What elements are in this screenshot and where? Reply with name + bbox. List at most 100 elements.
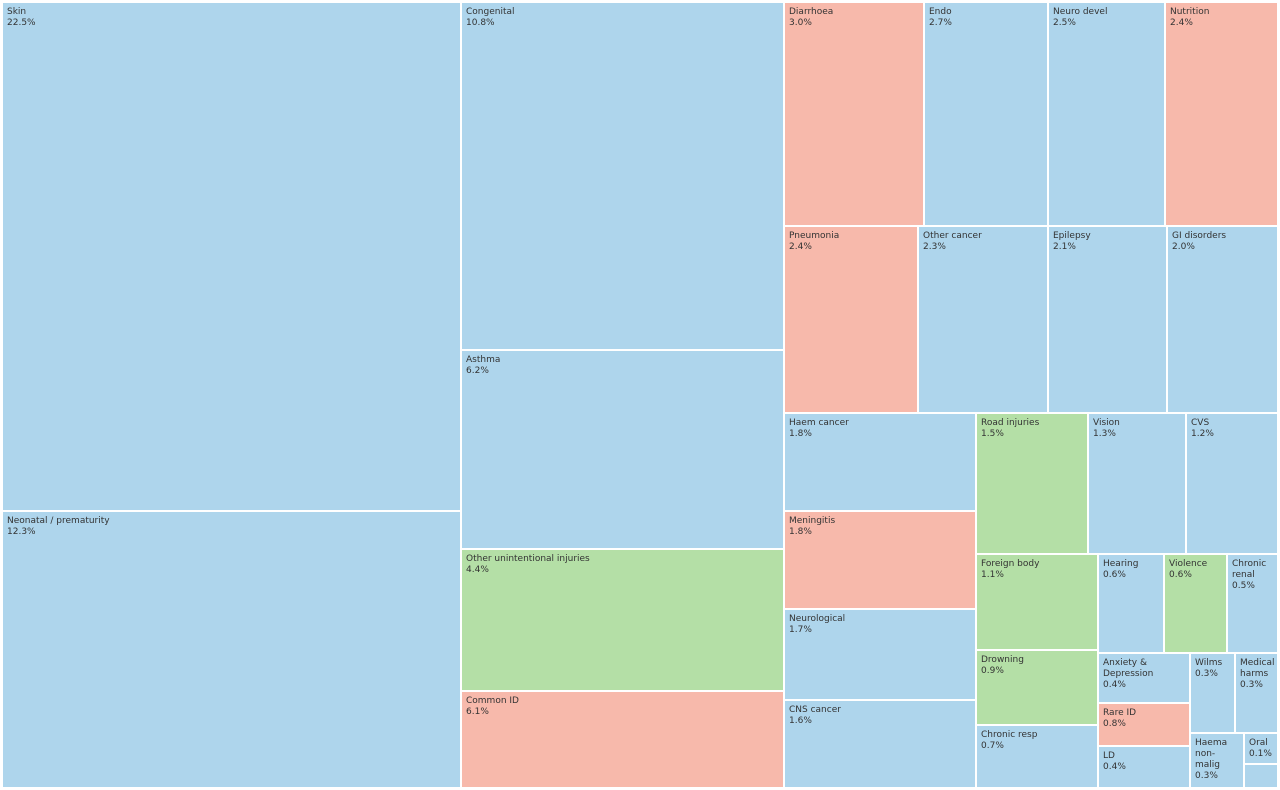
tile-label-group: Asthma 6.2% [466, 355, 780, 377]
tile-label: CNS cancer [789, 705, 841, 715]
tile-value: 0.6% [1103, 570, 1126, 580]
tile-value: 1.8% [789, 429, 812, 439]
tile-value: 0.3% [1195, 669, 1218, 679]
tile-value: 6.1% [466, 707, 489, 717]
treemap-tile-road-injuries: Road injuries 1.5% [976, 413, 1088, 554]
tile-label: Oral [1249, 738, 1268, 748]
tile-label: Hearing [1103, 559, 1139, 569]
tile-label-group: Anxiety & Depression 0.4% [1103, 658, 1186, 691]
treemap-tile-neurological: Neurological 1.7% [784, 609, 976, 700]
treemap-tile-epilepsy: Epilepsy 2.1% [1048, 226, 1167, 413]
tile-label: Chronic renal [1232, 559, 1267, 580]
tile-label-group: Rare ID 0.8% [1103, 708, 1186, 730]
tile-value: 2.3% [923, 242, 946, 252]
tile-value: 0.4% [1103, 680, 1126, 690]
tile-label-group: Other unintentional injuries 4.4% [466, 554, 780, 576]
tile-label-group: Road injuries 1.5% [981, 418, 1084, 440]
treemap-tile-cns-cancer: CNS cancer 1.6% [784, 700, 976, 788]
tile-label-group: Endo 2.7% [929, 7, 1044, 29]
treemap-tile-cvs: CVS 1.2% [1186, 413, 1278, 554]
tile-label: Chronic resp [981, 730, 1038, 740]
tile-label: Nutrition [1170, 7, 1210, 17]
tile-label-group: Neurological 1.7% [789, 614, 972, 636]
tile-value: 1.2% [1191, 429, 1214, 439]
tile-label-group: CNS cancer 1.6% [789, 705, 972, 727]
tile-label-group: Haem cancer 1.8% [789, 418, 972, 440]
tile-label: Other unintentional injuries [466, 554, 590, 564]
tile-value: 0.3% [1240, 680, 1263, 690]
tile-value: 3.0% [789, 18, 812, 28]
treemap-tile-ld: LD 0.4% [1098, 746, 1190, 788]
tile-value: 1.1% [981, 570, 1004, 580]
treemap-tile-congenital: Congenital 10.8% [461, 2, 784, 350]
tile-label-group: Nutrition 2.4% [1170, 7, 1274, 29]
tile-value: 0.6% [1169, 570, 1192, 580]
tile-label: Other cancer [923, 231, 982, 241]
tile-label-group: LD 0.4% [1103, 751, 1186, 773]
treemap-tile-meningitis: Meningitis 1.8% [784, 511, 976, 609]
treemap-tile-pneumonia: Pneumonia 2.4% [784, 226, 918, 413]
tile-value: 2.1% [1053, 242, 1076, 252]
tile-label: Pneumonia [789, 231, 840, 241]
tile-value: 4.4% [466, 565, 489, 575]
treemap-tile-rare-id: Rare ID 0.8% [1098, 703, 1190, 746]
tile-label-group: Neuro devel 2.5% [1053, 7, 1161, 29]
tile-label-group: Violence 0.6% [1169, 559, 1223, 581]
tile-label-group: Drowning 0.9% [981, 655, 1094, 677]
tile-value: 6.2% [466, 366, 489, 376]
tile-label-group: Pneumonia 2.4% [789, 231, 914, 253]
tile-label-group: Hearing 0.6% [1103, 559, 1160, 581]
tile-value: 0.7% [981, 741, 1004, 751]
treemap-tile-neuro-devel: Neuro devel 2.5% [1048, 2, 1165, 226]
tile-label: LD [1103, 751, 1115, 761]
treemap-tile-asthma: Asthma 6.2% [461, 350, 784, 549]
treemap-tile-medical-harms: Medical harms 0.3% [1235, 653, 1278, 733]
treemap-tile-endo: Endo 2.7% [924, 2, 1048, 226]
tile-value: 0.1% [1249, 749, 1272, 759]
treemap-tile-diarrhoea: Diarrhoea 3.0% [784, 2, 924, 226]
tile-label-group: Skin 22.5% [7, 7, 457, 29]
treemap-tile-anxiety-and-depression: Anxiety & Depression 0.4% [1098, 653, 1190, 703]
tile-label: Rare ID [1103, 708, 1137, 718]
tile-label: Violence [1169, 559, 1208, 569]
tile-label: Anxiety & Depression [1103, 658, 1154, 679]
tile-label-group: Wilms 0.3% [1195, 658, 1231, 680]
tile-label: Common ID [466, 696, 519, 706]
treemap-tile-neonatal-prematurity: Neonatal / prematurity 12.3% [2, 511, 461, 788]
treemap-tile-oral: Oral 0.1% [1244, 733, 1278, 764]
tile-value: 12.3% [7, 527, 36, 537]
tile-label: Wilms [1195, 658, 1223, 668]
tile-label: Neuro devel [1053, 7, 1108, 17]
tile-label-group: Chronic renal 0.5% [1232, 559, 1274, 592]
tile-label: Foreign body [981, 559, 1040, 569]
tile-value: 10.8% [466, 18, 495, 28]
tile-value: 0.3% [1195, 771, 1218, 781]
tile-value: 2.4% [789, 242, 812, 252]
treemap-tile-hearing: Hearing 0.6% [1098, 554, 1164, 653]
tile-label-group: Diarrhoea 3.0% [789, 7, 920, 29]
tile-label-group: Haema non-malig 0.3% [1195, 738, 1240, 782]
tile-label-group: Foreign body 1.1% [981, 559, 1094, 581]
tile-value: 1.6% [789, 716, 812, 726]
treemap-tile-drowning: Drowning 0.9% [976, 650, 1098, 725]
tile-value: 2.0% [1172, 242, 1195, 252]
tile-label-group: Common ID 6.1% [466, 696, 780, 718]
tile-label-group: Other cancer 2.3% [923, 231, 1044, 253]
tile-label: Skin [7, 7, 27, 17]
treemap-tile-skin: Skin 22.5% [2, 2, 461, 511]
tile-value: 2.5% [1053, 18, 1076, 28]
tile-label: Haema non-malig [1195, 738, 1228, 770]
tile-value: 1.5% [981, 429, 1004, 439]
tile-label: Neonatal / prematurity [7, 516, 110, 526]
treemap-tile-unlabeled [1244, 764, 1278, 788]
tile-label: Meningitis [789, 516, 836, 526]
tile-label: Epilepsy [1053, 231, 1091, 241]
tile-value: 1.3% [1093, 429, 1116, 439]
tile-value: 0.4% [1103, 762, 1126, 772]
tile-label-group: Chronic resp 0.7% [981, 730, 1094, 752]
tile-label: GI disorders [1172, 231, 1227, 241]
tile-label-group: GI disorders 2.0% [1172, 231, 1274, 253]
treemap-tile-violence: Violence 0.6% [1164, 554, 1227, 653]
tile-label: CVS [1191, 418, 1210, 428]
